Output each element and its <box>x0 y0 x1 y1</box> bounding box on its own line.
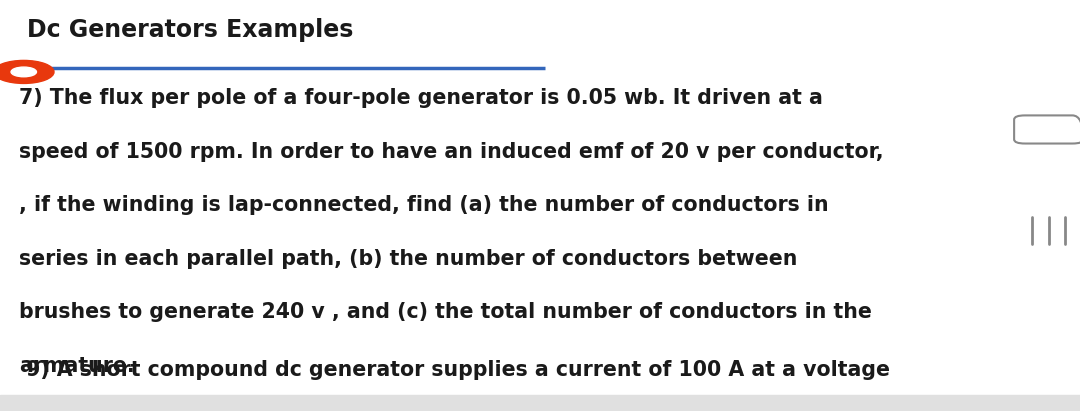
Text: series in each parallel path, (b) the number of conductors between: series in each parallel path, (b) the nu… <box>19 249 798 269</box>
Circle shape <box>0 60 54 83</box>
Text: Dc Generators Examples: Dc Generators Examples <box>27 18 353 42</box>
Text: armature.: armature. <box>19 356 135 376</box>
Text: 9) A short compound dc generator supplies a current of 100 A at a voltage: 9) A short compound dc generator supplie… <box>19 360 890 380</box>
Bar <box>0 395 1080 411</box>
Text: speed of 1500 rpm. In order to have an induced emf of 20 v per conductor,: speed of 1500 rpm. In order to have an i… <box>19 142 885 162</box>
Text: , if the winding is lap-connected, find (a) the number of conductors in: , if the winding is lap-connected, find … <box>19 195 829 215</box>
Circle shape <box>11 67 37 77</box>
Text: 7) The flux per pole of a four-pole generator is 0.05 wb. It driven at a: 7) The flux per pole of a four-pole gene… <box>19 88 823 109</box>
Text: brushes to generate 240 v , and (c) the total number of conductors in the: brushes to generate 240 v , and (c) the … <box>19 302 873 322</box>
